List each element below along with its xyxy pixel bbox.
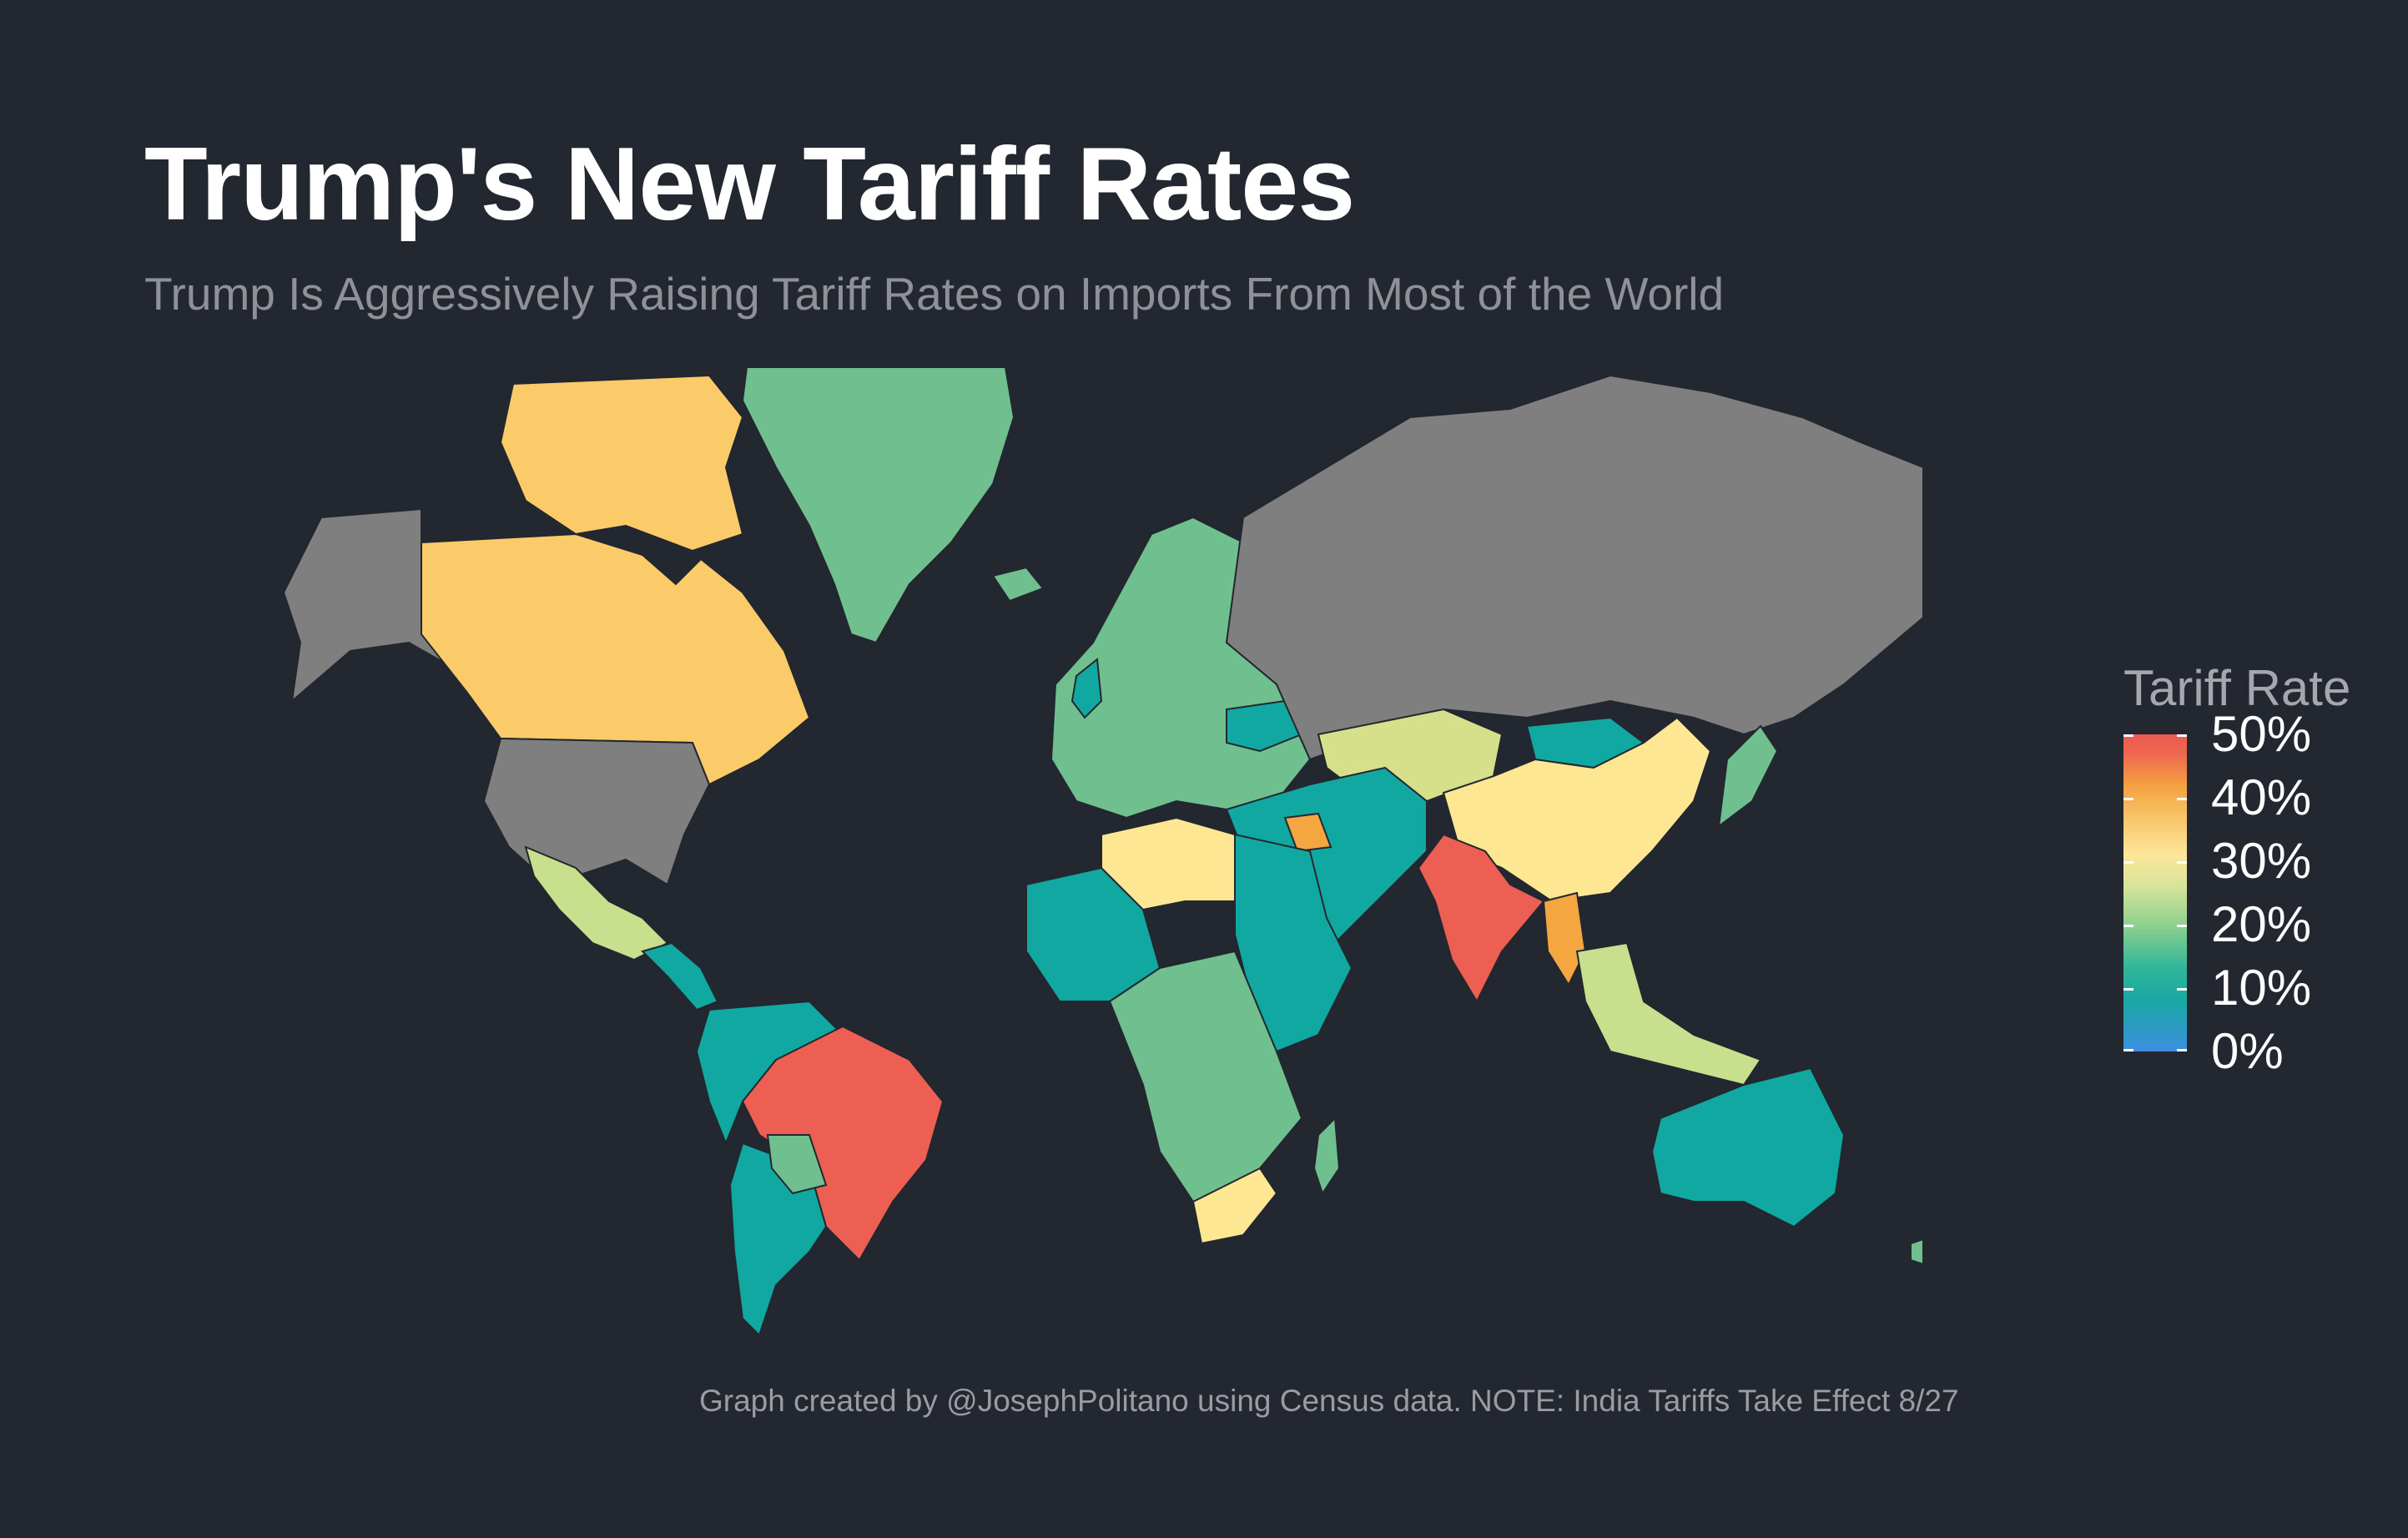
madagascar xyxy=(1312,1116,1341,1196)
iceland xyxy=(991,566,1045,603)
south-africa xyxy=(1191,1167,1278,1245)
japan xyxy=(1717,724,1779,829)
legend-label-10: 10% xyxy=(2211,960,2312,1016)
legend-tick xyxy=(2123,734,2133,737)
united-kingdom xyxy=(1071,658,1103,719)
russia xyxy=(1225,374,1924,761)
legend-tick xyxy=(2177,1049,2187,1051)
world-map xyxy=(282,367,1924,1337)
legend-label-30: 30% xyxy=(2211,833,2312,889)
map-subtitle: Trump Is Aggressively Raising Tariff Rat… xyxy=(144,268,1725,320)
myanmar xyxy=(1542,891,1587,987)
legend-label-0: 0% xyxy=(2211,1023,2284,1079)
new-zealand xyxy=(1910,1238,1924,1266)
central-america xyxy=(641,941,719,1011)
legend-tick xyxy=(2177,798,2187,800)
brazil xyxy=(741,1025,945,1262)
source-caption: Graph created by @JosephPolitano using C… xyxy=(699,1384,1959,1418)
legend-colorbar xyxy=(2123,734,2187,1051)
legend-tick xyxy=(2177,734,2187,737)
legend-label-20: 20% xyxy=(2211,896,2312,952)
legend-tick xyxy=(2123,1049,2133,1051)
canada xyxy=(421,532,811,786)
bolivia xyxy=(766,1134,828,1195)
legend-tick xyxy=(2177,988,2187,991)
legend-tick xyxy=(2123,925,2133,927)
legend-tick xyxy=(2123,861,2133,864)
legend-tick xyxy=(2177,925,2187,927)
india xyxy=(1417,833,1545,1004)
legend-label-50: 50% xyxy=(2211,706,2312,762)
southeast-asia xyxy=(1575,941,1762,1087)
canada-islands xyxy=(499,374,744,552)
legend-label-40: 40% xyxy=(2211,769,2312,825)
map-title: Trump's New Tariff Rates xyxy=(144,127,1355,242)
legend-tick xyxy=(2177,861,2187,864)
egypt-east-africa xyxy=(1234,833,1353,1053)
australia xyxy=(1650,1067,1846,1228)
legend-tick xyxy=(2123,798,2133,800)
ukraine xyxy=(1226,699,1303,753)
legend-tick xyxy=(2123,988,2133,991)
greenland xyxy=(741,367,1015,644)
china xyxy=(1442,716,1712,903)
syria xyxy=(1283,812,1332,853)
legend: Tariff Rate 50% 40% 30% 20% 10% 0% xyxy=(2123,659,2390,1077)
legend-title: Tariff Rate xyxy=(2123,660,2351,716)
united-states xyxy=(482,737,711,886)
